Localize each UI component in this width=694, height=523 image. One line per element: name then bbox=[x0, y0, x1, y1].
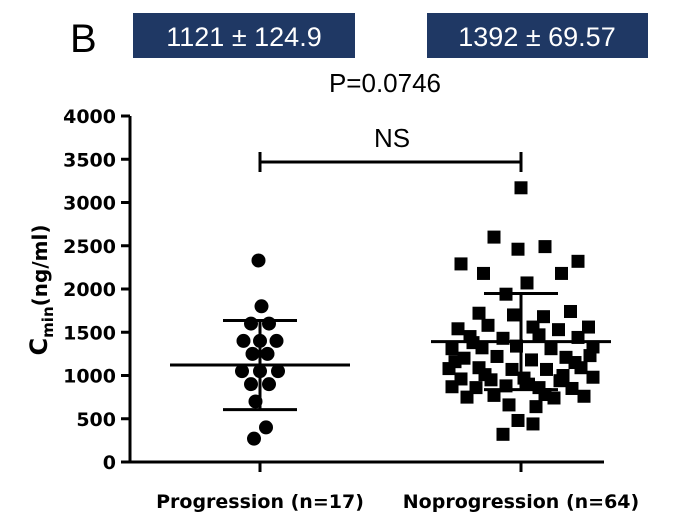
y-tick-label: 0 bbox=[103, 452, 116, 474]
y-tick-label: 3000 bbox=[63, 193, 116, 215]
data-point-circle bbox=[262, 316, 276, 331]
data-points bbox=[235, 181, 600, 446]
data-point-square bbox=[565, 381, 579, 395]
data-point-circle bbox=[260, 346, 275, 361]
data-point-circle bbox=[247, 431, 261, 446]
data-point-square bbox=[511, 413, 525, 427]
data-point-square bbox=[556, 369, 570, 382]
data-point-square bbox=[586, 370, 600, 384]
summary-box-noprogression: 1392 ± 69.57 bbox=[427, 13, 648, 58]
y-tick-label: 500 bbox=[76, 409, 116, 431]
data-point-square bbox=[529, 400, 543, 414]
data-point-square bbox=[571, 254, 585, 268]
y-axis-label-main: C bbox=[25, 338, 53, 356]
y-axis-label-unit: (ng/ml) bbox=[28, 225, 52, 307]
y-axis-label-sub: min bbox=[39, 306, 57, 337]
data-point-square bbox=[538, 240, 552, 254]
data-point-square bbox=[577, 389, 591, 403]
data-point-circle bbox=[269, 333, 284, 348]
data-point-square bbox=[544, 342, 558, 356]
p-value-label: P=0.0746 bbox=[329, 68, 441, 98]
data-point-square bbox=[502, 398, 516, 412]
data-point-circle bbox=[254, 299, 269, 314]
x-tick-label: Progression (n=17) bbox=[156, 491, 364, 513]
data-point-square bbox=[451, 322, 465, 336]
y-tick-label: 1500 bbox=[63, 322, 116, 344]
x-tick-label: Noprogression (n=64) bbox=[403, 491, 639, 513]
data-point-circle bbox=[251, 253, 266, 268]
data-point-square bbox=[552, 323, 565, 337]
y-tick-label: 4000 bbox=[63, 106, 116, 128]
data-point-square bbox=[520, 276, 534, 290]
data-point-square bbox=[507, 308, 520, 322]
data-point-square bbox=[564, 304, 577, 318]
panel-label: B bbox=[70, 17, 97, 61]
y-tick-label: 3500 bbox=[63, 149, 116, 171]
summary-box-progression: 1121 ± 124.9 bbox=[133, 13, 355, 58]
y-ticks: 0 500 1000 1500 2000 2500 3000 3500 4000 bbox=[63, 106, 130, 474]
x-ticks: Progression (n=17) Noprogression (n=64) bbox=[156, 462, 639, 513]
data-point-square bbox=[472, 306, 486, 320]
significance-bracket: NS bbox=[258, 123, 523, 172]
summary-text-noprogression: 1392 ± 69.57 bbox=[458, 22, 615, 52]
data-point-circle bbox=[244, 377, 258, 392]
data-point-circle bbox=[271, 364, 285, 379]
data-point-square bbox=[538, 388, 552, 402]
data-point-circle bbox=[244, 316, 258, 331]
data-point-square bbox=[537, 310, 550, 324]
y-axis-label: Cmin(ng/ml) bbox=[25, 225, 57, 356]
data-point-circle bbox=[245, 346, 260, 361]
data-point-square bbox=[555, 266, 568, 280]
data-point-square bbox=[582, 320, 595, 334]
data-point-square bbox=[522, 377, 535, 391]
data-point-square bbox=[532, 328, 546, 342]
data-point-square bbox=[514, 181, 528, 195]
data-point-circle bbox=[259, 420, 273, 435]
data-point-square bbox=[526, 417, 540, 431]
significance-label: NS bbox=[374, 123, 410, 153]
data-point-square bbox=[481, 318, 495, 332]
data-point-circle bbox=[235, 364, 249, 379]
data-point-square bbox=[525, 353, 538, 367]
error-bars bbox=[170, 291, 611, 412]
y-tick-label: 1000 bbox=[63, 366, 116, 388]
data-point-square bbox=[490, 349, 504, 363]
data-point-square bbox=[540, 362, 553, 376]
data-point-square bbox=[460, 390, 474, 404]
y-tick-label: 2000 bbox=[63, 279, 116, 301]
data-point-square bbox=[583, 349, 597, 363]
data-point-square bbox=[478, 368, 492, 382]
data-point-square bbox=[568, 356, 582, 370]
summary-text-progression: 1121 ± 124.9 bbox=[166, 22, 321, 52]
data-point-square bbox=[511, 242, 525, 256]
data-point-circle bbox=[262, 377, 276, 392]
data-point-square bbox=[496, 427, 510, 441]
data-point-square bbox=[477, 266, 490, 280]
data-point-square bbox=[445, 342, 459, 356]
data-point-square bbox=[487, 388, 501, 402]
data-point-circle bbox=[236, 333, 251, 348]
data-point-square bbox=[454, 257, 468, 271]
y-tick-label: 2500 bbox=[63, 236, 116, 258]
data-point-square bbox=[445, 380, 459, 394]
data-point-square bbox=[487, 230, 501, 244]
data-point-square bbox=[448, 355, 462, 369]
data-point-square bbox=[505, 362, 519, 376]
